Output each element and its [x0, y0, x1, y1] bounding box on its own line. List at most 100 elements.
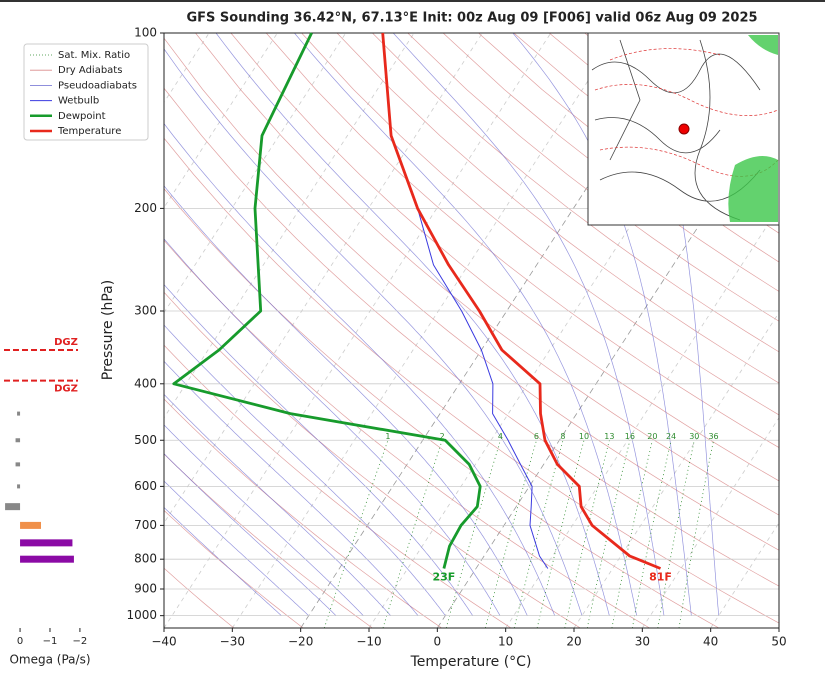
isotherm	[231, 33, 620, 628]
x-tick-label: 30	[635, 635, 650, 649]
x-tick-label: −30	[220, 635, 245, 649]
pseudoadiabat	[164, 506, 282, 616]
pseudoadiabat	[164, 122, 556, 616]
omega-tick-label: 0	[17, 636, 23, 647]
dgz-label: DGZ	[54, 384, 78, 395]
omega-bar	[20, 521, 42, 529]
dry-adiabat	[164, 509, 304, 628]
mixing-ratio-line	[611, 440, 653, 628]
pseudoadiabat	[164, 453, 337, 616]
y-tick-label: 400	[134, 376, 157, 390]
y-tick-label: 900	[134, 581, 157, 595]
inset-map	[587, 32, 780, 226]
pseudoadiabat	[164, 238, 501, 616]
x-tick-label: −40	[151, 635, 176, 649]
dry-adiabat	[265, 33, 779, 448]
y-axis-label: Pressure (hPa)	[100, 280, 116, 380]
surface-label: 81F	[649, 571, 672, 584]
mixing-ratio-label: 2	[440, 432, 445, 441]
pseudoadiabat	[164, 48, 583, 616]
x-tick-label: 50	[771, 635, 786, 649]
dry-adiabat	[407, 33, 779, 322]
legend-label: Pseudoadiabats	[58, 80, 137, 91]
dry-adiabat	[195, 33, 779, 516]
y-tick-label: 600	[134, 479, 157, 493]
dry-adiabat	[164, 291, 581, 628]
dry-adiabat	[301, 33, 779, 416]
mixing-ratio-line	[323, 440, 389, 628]
y-tick-label: 700	[134, 518, 157, 532]
dry-adiabat	[164, 344, 512, 628]
isotherm	[164, 33, 483, 524]
pseudoadiabat	[512, 33, 692, 616]
map-precip	[728, 35, 778, 222]
pseudoadiabat	[164, 185, 528, 616]
surface-label: 23F	[432, 571, 455, 584]
mixing-ratio-label: 1	[385, 432, 390, 441]
isotherm	[164, 33, 552, 628]
dry-adiabat	[164, 239, 650, 628]
legend-label: Sat. Mix. Ratio	[58, 50, 130, 61]
dry-adiabat	[372, 33, 779, 353]
mixing-ratio-line	[631, 440, 672, 628]
omega-tick-label: −1	[43, 636, 58, 647]
y-tick-label: 300	[134, 303, 157, 317]
y-tick-label: 200	[134, 201, 157, 215]
mixing-ratio-label: 36	[708, 432, 718, 441]
legend-label: Wetbulb	[58, 96, 99, 107]
omega-bar	[20, 539, 73, 547]
dry-adiabat	[164, 188, 720, 628]
x-tick-label: −10	[356, 635, 381, 649]
isotherm	[368, 33, 757, 628]
pseudoadiabat	[164, 424, 364, 616]
dry-adiabat	[336, 33, 779, 384]
omega-bar	[20, 555, 74, 563]
x-tick-label: 40	[703, 635, 718, 649]
y-tick-label: 800	[134, 552, 157, 566]
y-tick-label: 100	[134, 26, 157, 40]
omega-bar	[5, 503, 21, 511]
omega-bar	[15, 438, 21, 443]
isotherm	[573, 311, 779, 628]
mixing-ratio-line	[586, 440, 631, 628]
legend-label: Dry Adiabats	[58, 65, 122, 76]
dry-adiabat	[442, 33, 779, 292]
profile-line	[381, 32, 662, 570]
isotherm	[164, 33, 415, 419]
mixing-ratio-label: 4	[498, 432, 503, 441]
x-tick-label: −20	[288, 635, 313, 649]
mixing-ratio-line	[382, 440, 443, 628]
legend-box	[23, 43, 149, 141]
pseudoadiabat	[294, 33, 638, 616]
legend-label: Dewpoint	[58, 111, 106, 122]
chart-title: GFS Sounding 36.42°N, 67.13°E Init: 00z …	[186, 11, 757, 26]
dry-adiabat	[164, 567, 235, 628]
mixing-ratio-label: 20	[647, 432, 657, 441]
omega-axis-label: Omega (Pa/s)	[9, 653, 90, 667]
map-location	[678, 123, 690, 135]
pseudoadiabat	[164, 480, 309, 616]
pseudoadiabat	[215, 33, 610, 616]
dry-adiabat	[230, 33, 779, 482]
dry-adiabat	[164, 37, 779, 551]
profile-line	[390, 135, 549, 569]
omega-bar	[17, 411, 21, 416]
pseudoadiabat	[164, 283, 473, 616]
dry-adiabat	[164, 137, 779, 624]
dry-adiabat	[164, 87, 779, 587]
map-borders	[591, 39, 761, 221]
mixing-ratio-label: 6	[534, 432, 539, 441]
isotherm	[505, 206, 779, 628]
y-tick-label: 500	[134, 433, 157, 447]
x-tick-label: 10	[498, 635, 513, 649]
plot-layer: 1 2 4 6 8 10 13 16 20 24 30 36100200300400500600700…	[126, 26, 786, 649]
mixing-ratio-label: 24	[666, 432, 676, 441]
pseudoadiabat	[164, 360, 419, 616]
mixing-ratio-label: 16	[625, 432, 635, 441]
omega-bar	[15, 462, 21, 467]
plot-frame	[163, 32, 780, 629]
mixing-ratio-label: 30	[689, 432, 699, 441]
pseudoadiabat	[164, 324, 446, 616]
pseudoadiabat	[392, 33, 665, 616]
x-tick-label: 20	[566, 635, 581, 649]
